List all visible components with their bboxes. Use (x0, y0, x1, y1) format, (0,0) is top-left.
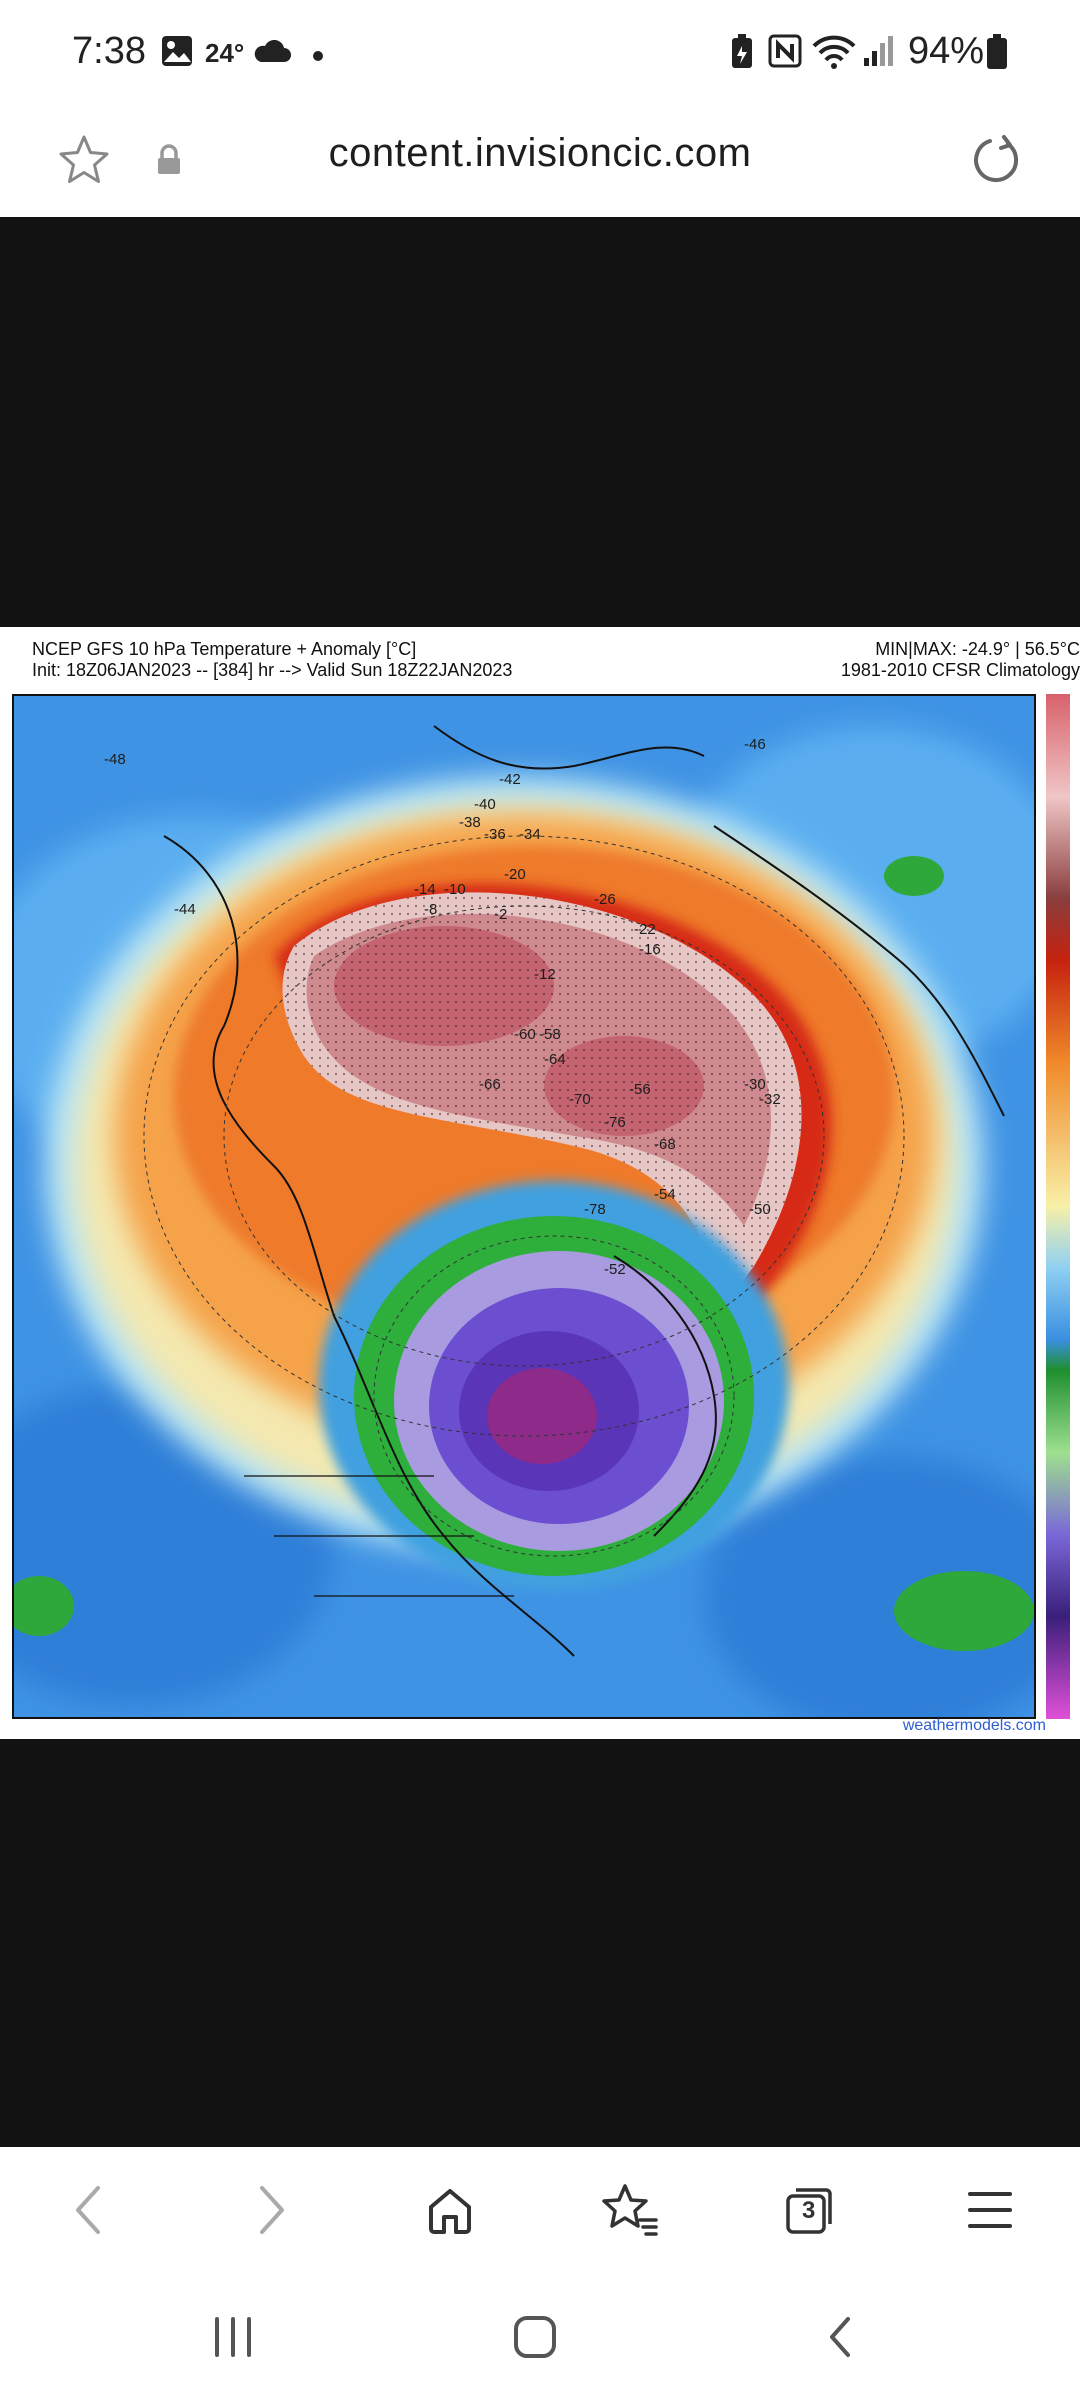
contour-label: -46 (744, 736, 766, 753)
contour-label: -76 (604, 1114, 626, 1131)
map-climatology: 1981-2010 CFSR Climatology (840, 660, 1080, 680)
signal-icon (862, 34, 894, 73)
system-nav-bar (0, 2272, 1080, 2400)
page-background-top (0, 217, 1080, 627)
dot-icon (313, 48, 323, 66)
battery-saver-icon (728, 34, 756, 75)
contour-label: -20 (504, 866, 526, 883)
contour-label: -48 (104, 751, 126, 768)
home-icon[interactable] (410, 2175, 490, 2245)
recent-apps-icon[interactable] (188, 2302, 278, 2372)
battery-percentage: 94% (908, 30, 985, 72)
contour-label: -12 (534, 966, 556, 983)
contour-label: -64 (544, 1051, 566, 1068)
contour-label: -54 (654, 1186, 676, 1203)
contour-label: -2 (494, 906, 508, 923)
contour-label: -36 (484, 826, 506, 843)
contour-label: -38 (459, 814, 481, 831)
forward-icon[interactable] (232, 2175, 312, 2245)
contour-label: -50 (749, 1201, 771, 1218)
status-time: 7:38 (72, 30, 146, 72)
contour-label: -8 (424, 901, 438, 918)
home-nav-icon[interactable] (490, 2302, 580, 2372)
contour-label: -16 (639, 941, 661, 958)
contour-label: -34 (519, 826, 541, 843)
menu-icon[interactable] (950, 2175, 1030, 2245)
map-init-line: Init: 18Z06JAN2023 -- [384] hr --> Valid… (32, 660, 513, 680)
star-icon[interactable] (49, 125, 119, 195)
back-icon[interactable] (48, 2175, 128, 2245)
contour-label: -10 (444, 881, 466, 898)
browser-toolbar: 3 (0, 2147, 1080, 2272)
contour-label: -40 (474, 796, 496, 813)
reload-icon[interactable] (960, 125, 1030, 195)
contour-label: -56 (629, 1081, 651, 1098)
contour-label: -78 (584, 1201, 606, 1218)
stratospheric-temperature-map: -48 -46 -44 -42 -40 -38 -36 -34 -32 -30 … (12, 694, 1036, 1719)
status-bar: 7:38 24° 94% (0, 0, 1080, 105)
contour-label: -68 (654, 1136, 676, 1153)
cloud-icon (252, 39, 292, 69)
status-temperature: 24° (205, 38, 245, 68)
contour-label: -66 (479, 1076, 501, 1093)
contour-label: -30 (744, 1076, 766, 1093)
map-title: NCEP GFS 10 hPa Temperature + Anomaly [°… (32, 639, 417, 659)
contour-label: -58 (539, 1026, 561, 1043)
lock-icon[interactable] (134, 125, 204, 195)
contour-label: -22 (634, 921, 656, 938)
tab-count: 3 (802, 2197, 816, 2224)
address-bar: content.invisioncic.com (0, 105, 1080, 218)
contour-label: -70 (569, 1091, 591, 1108)
weather-map-image: NCEP GFS 10 hPa Temperature + Anomaly [°… (0, 627, 1080, 1739)
map-graphic (14, 696, 1034, 1717)
tabs-icon[interactable]: 3 (770, 2175, 850, 2245)
contour-label: -52 (604, 1261, 626, 1278)
map-credit: weathermodels.com (902, 1717, 1046, 1734)
bookmarks-icon[interactable] (590, 2175, 670, 2245)
contour-label: -32 (759, 1091, 781, 1108)
back-nav-icon[interactable] (795, 2302, 885, 2372)
contour-label: -42 (499, 771, 521, 788)
contour-label: -14 (414, 881, 436, 898)
url-text[interactable]: content.invisioncic.com (328, 131, 752, 175)
map-minmax: MIN|MAX: -24.9° | 56.5°C (875, 639, 1080, 659)
nfc-icon (768, 34, 802, 73)
contour-label: -60 (514, 1026, 536, 1043)
wifi-icon (812, 34, 856, 75)
battery-icon (986, 34, 1008, 75)
page-background-bottom (0, 1739, 1080, 2147)
contour-label: -26 (594, 891, 616, 908)
color-scale-bar (1046, 694, 1070, 1719)
gallery-icon (160, 34, 194, 73)
contour-label: -44 (174, 901, 196, 918)
